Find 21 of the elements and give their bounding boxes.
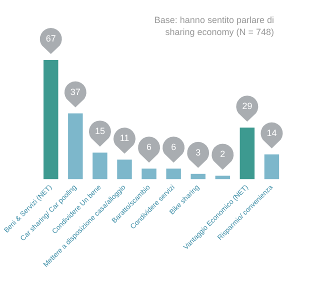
bar [44,60,58,180]
bar [68,113,83,180]
data-label: 15 [94,126,105,136]
text: Base: hanno sentito parlare di sharing economy (N = 748) [153,14,274,38]
bar [166,168,181,180]
bar [215,176,230,180]
data-label: 14 [266,128,277,138]
data-label: 11 [120,133,130,144]
bar [92,152,108,180]
bar [264,154,280,180]
bar [142,168,156,180]
data-label: 2 [220,149,226,160]
data-label: 67 [46,33,56,44]
data-label: 29 [242,101,252,112]
bar [117,160,132,180]
data-label: 37 [70,86,80,97]
data-label: 6 [171,142,176,152]
bar [190,174,206,180]
data-label: 6 [146,142,152,152]
data-label: 3 [196,147,201,158]
bar [240,128,255,180]
